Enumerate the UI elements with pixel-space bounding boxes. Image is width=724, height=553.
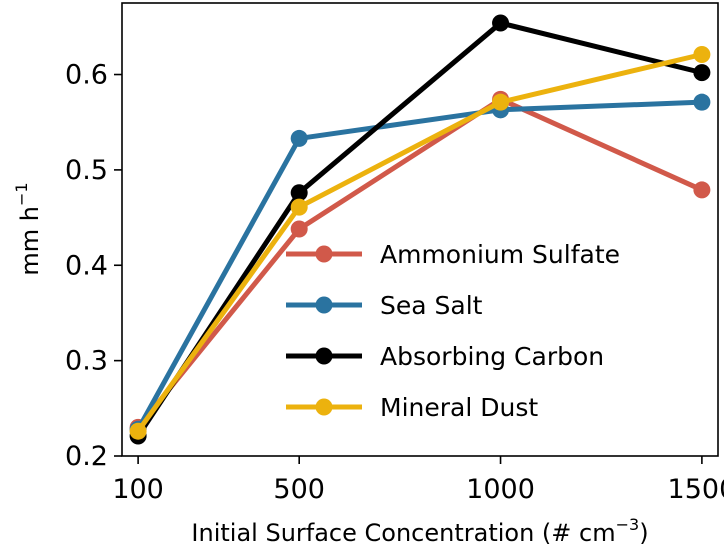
x-axis-label-close: )	[639, 519, 648, 547]
legend-marker-ammonium-sulfate	[315, 245, 333, 263]
y-tick-label: 0.2	[65, 441, 108, 472]
data-point-absorbing-carbon	[492, 14, 510, 32]
y-tick-label: 0.4	[65, 250, 108, 281]
x-tick-label: 1500	[668, 474, 724, 505]
legend-marker-absorbing-carbon	[315, 347, 333, 365]
series-line-sea-salt	[135, 99, 702, 431]
plot-frame	[121, 2, 719, 457]
series-layer	[129, 14, 711, 445]
series-absorbing-carbon	[129, 14, 711, 445]
data-point-mineral-dust	[492, 93, 510, 111]
x-axis: 100 500 1000 1500	[112, 456, 724, 505]
legend-label-absorbing-carbon: Absorbing Carbon	[380, 342, 604, 371]
y-tick-label: 0.6	[65, 60, 108, 91]
data-point-mineral-dust	[129, 422, 147, 440]
data-point-ammonium-sulfate	[290, 220, 308, 238]
y-axis-label-main: mm h	[16, 206, 44, 276]
y-tick-label: 0.5	[65, 155, 108, 186]
y-axis-label-superscript: −1	[12, 182, 31, 206]
legend-marker-sea-salt	[315, 296, 333, 314]
x-axis-label-superscript: −3	[616, 515, 640, 534]
data-point-mineral-dust	[693, 45, 711, 63]
x-axis-label-main: Initial Surface Concentration (# cm	[191, 519, 615, 547]
y-tick-label: 0.3	[65, 346, 108, 377]
data-point-ammonium-sulfate	[693, 181, 711, 199]
data-point-sea-salt	[290, 129, 308, 147]
legend: Ammonium Sulfate Sea Salt Absorbing Carbon…	[286, 240, 620, 422]
series-line-mineral-dust	[136, 52, 703, 433]
x-tick-label: 1000	[466, 474, 535, 505]
legend-label-ammonium-sulfate: Ammonium Sulfate	[380, 240, 620, 269]
y-axis-label: mm h−1	[12, 182, 44, 275]
series-line-ammonium-sulfate	[136, 96, 703, 429]
series-line-absorbing-carbon	[136, 20, 703, 438]
series-mineral-dust	[129, 45, 711, 440]
legend-marker-mineral-dust	[315, 398, 333, 416]
data-point-absorbing-carbon	[693, 64, 711, 82]
data-point-absorbing-carbon	[290, 184, 308, 202]
data-point-mineral-dust	[290, 198, 308, 216]
legend-label-mineral-dust: Mineral Dust	[380, 393, 538, 422]
x-tick-label: 500	[273, 474, 325, 505]
data-point-sea-salt	[693, 93, 711, 111]
legend-label-sea-salt: Sea Salt	[380, 291, 483, 320]
x-axis-label: Initial Surface Concentration (# cm−3)	[191, 515, 648, 547]
y-axis: 0.2 0.3 0.4 0.5 0.6	[65, 60, 122, 472]
x-tick-label: 100	[112, 474, 164, 505]
